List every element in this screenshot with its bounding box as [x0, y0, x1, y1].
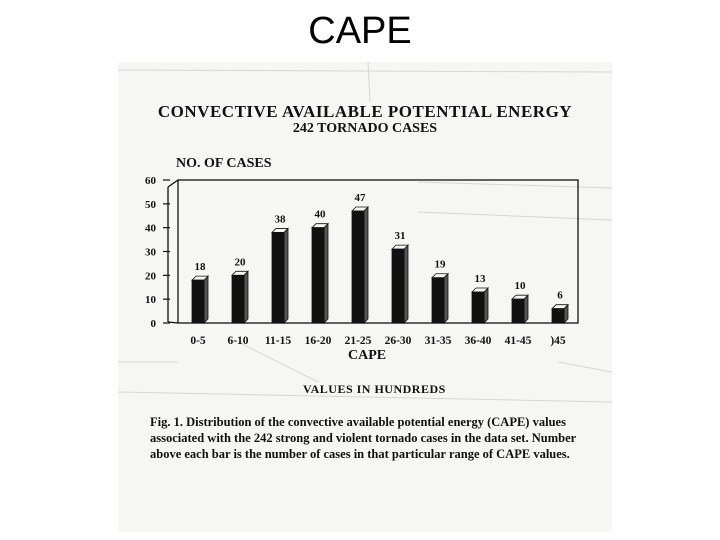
x-tick-label: )45	[550, 335, 566, 347]
y-tick-label: 20	[145, 270, 157, 282]
x-tick-label: 26-30	[385, 335, 412, 347]
data-label: 18	[195, 261, 207, 273]
x-axis-label: CAPE	[348, 348, 387, 363]
bar	[191, 279, 205, 324]
bar-side	[203, 275, 209, 324]
y-tick-label: 50	[145, 199, 157, 211]
bar-side	[483, 287, 489, 324]
data-label: 6	[557, 290, 563, 302]
x-tick-label: 16-20	[305, 335, 332, 347]
slide-title: CAPE	[308, 10, 412, 52]
y-tick-label: 60	[145, 175, 157, 187]
bars: 18 20 38 40 47 31 19 13 10 6	[191, 192, 569, 324]
bar	[351, 210, 365, 324]
bar-side	[523, 294, 529, 324]
bar-side	[243, 270, 249, 324]
x-tick-label: 0-5	[190, 335, 206, 347]
x-tick-label: 6-10	[227, 335, 248, 347]
y-tick-label: 30	[145, 247, 157, 259]
bar-side	[323, 222, 329, 324]
caption-text: Distribution of the convective available…	[150, 415, 576, 461]
bar-side	[283, 227, 289, 324]
figure-caption: Fig. 1. Distribution of the convective a…	[150, 414, 602, 462]
data-label: 31	[395, 230, 406, 242]
y-tick-label: 10	[145, 294, 157, 306]
scanned-figure: 0 10 20 30 40 50 60 18 20 38 40 47 31 19 13 10 6 0-5 6-1…	[118, 62, 612, 532]
chart-title: CONVECTIVE AVAILABLE POTENTIAL ENERGY	[157, 102, 573, 121]
bar	[511, 298, 525, 324]
x-tick-label: 41-45	[505, 335, 532, 347]
data-label: 19	[435, 259, 447, 271]
bar	[551, 308, 565, 324]
bar	[271, 232, 285, 324]
y-tick-label: 40	[145, 223, 157, 235]
bar	[231, 274, 245, 324]
x-axis-note: VALUES IN HUNDREDS	[303, 382, 446, 396]
data-label: 13	[475, 273, 487, 285]
caption-label: Fig. 1.	[150, 415, 183, 429]
chart-subtitle: 242 TORNADO CASES	[292, 121, 438, 136]
bar	[471, 291, 485, 324]
data-label: 38	[275, 213, 287, 225]
x-tick-label: 36-40	[465, 335, 492, 347]
bar-side	[403, 244, 409, 324]
x-tick-label: 31-35	[425, 335, 452, 347]
x-tick-label: 11-15	[265, 335, 291, 347]
data-label: 40	[315, 209, 327, 221]
data-label: 10	[515, 280, 527, 292]
data-label: 20	[235, 256, 247, 268]
x-tick-label: 21-25	[345, 335, 372, 347]
y-axis: 0 10 20 30 40 50 60	[145, 175, 170, 330]
bar-chart: 0 10 20 30 40 50 60 18 20 38 40 47 31 19 13 10 6 0-5 6-1…	[118, 62, 612, 403]
data-label: 47	[355, 192, 367, 204]
bar	[311, 227, 325, 324]
bar-side	[443, 272, 449, 324]
bar-side	[363, 206, 369, 324]
bar	[431, 277, 445, 324]
y-tick-label: 0	[151, 318, 157, 330]
bar	[391, 248, 405, 324]
scan-artifacts	[118, 62, 612, 403]
x-axis: 0-5 6-10 11-15 16-20 21-25 26-30 31-35 36-40 41-…	[190, 335, 566, 347]
y-axis-label: NO. OF CASES	[176, 156, 272, 171]
